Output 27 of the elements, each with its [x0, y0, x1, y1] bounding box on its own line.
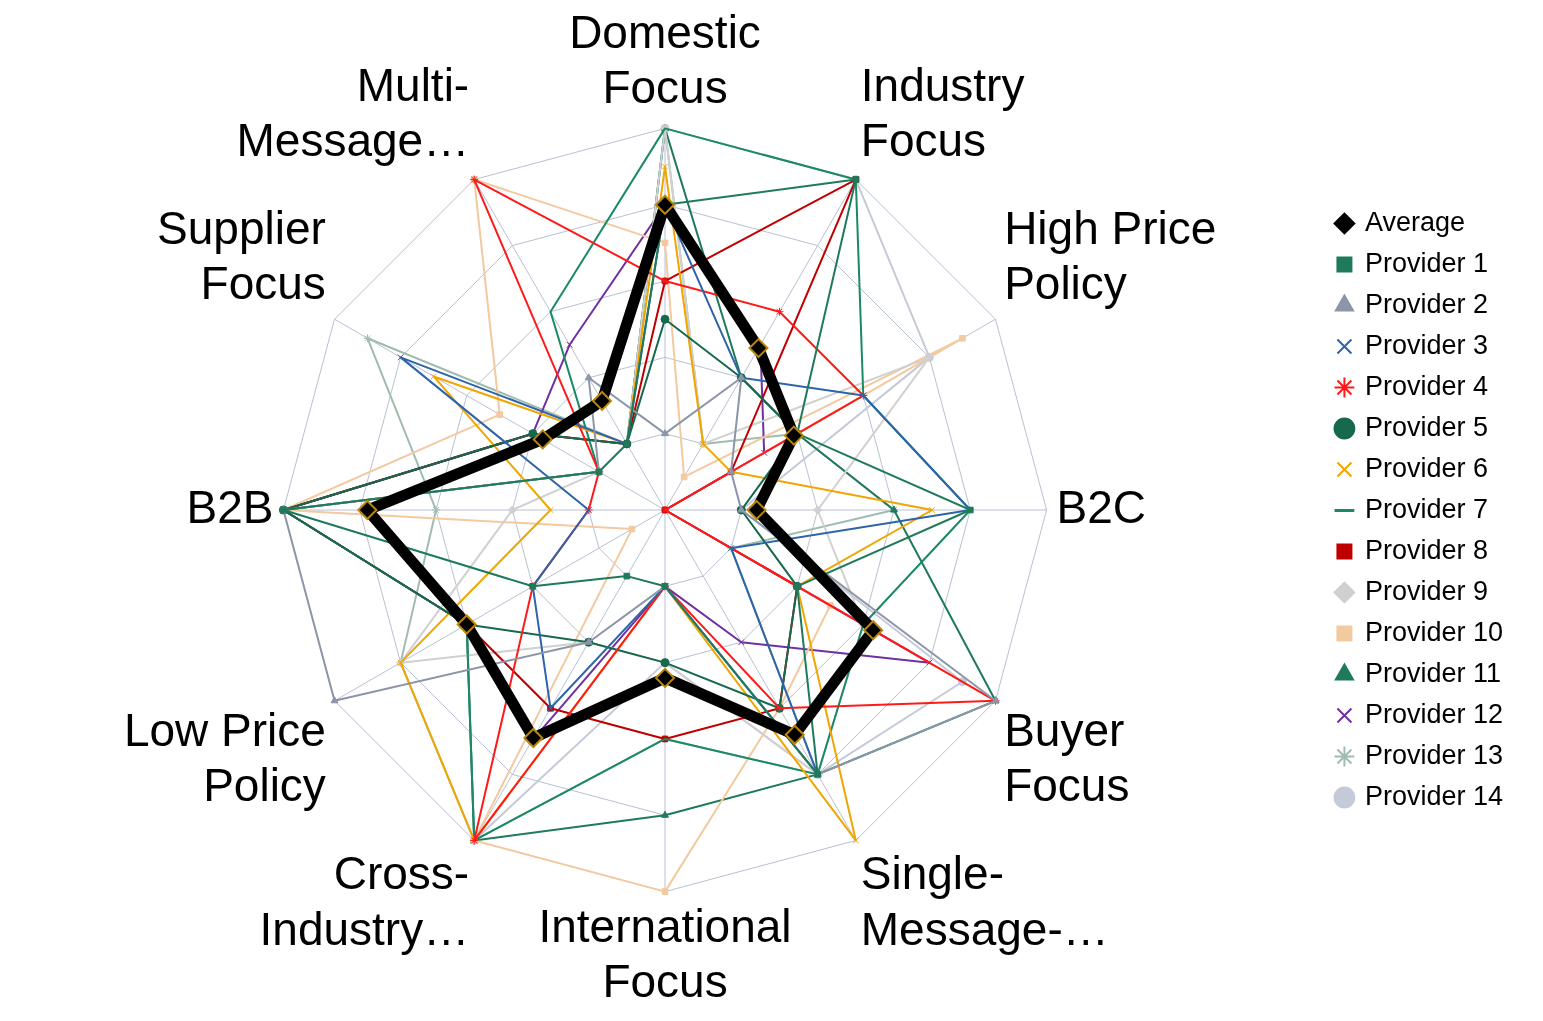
legend-label: Provider 3: [1364, 329, 1488, 360]
spoke-label: B2B: [186, 480, 274, 533]
spoke-label: Cross-Industry…: [259, 847, 470, 955]
spoke-label: Industry Focus: [860, 58, 1025, 166]
spoke-label: Low Price Policy: [123, 704, 326, 812]
legend-label: Average: [1364, 206, 1466, 237]
legend-label: Provider 6: [1364, 452, 1488, 483]
spoke-label: Single-Message-…: [860, 847, 1109, 955]
legend-label: Provider 10: [1364, 616, 1504, 647]
spoke-label: Supplier Focus: [157, 202, 326, 310]
legend-label: Provider 13: [1364, 739, 1504, 770]
spoke-label: Buyer Focus: [1004, 704, 1130, 812]
legend-label: Provider 8: [1364, 534, 1488, 565]
spoke-label: High Price Policy: [1004, 202, 1217, 310]
legend-label: Provider 1: [1364, 247, 1488, 278]
legend-label: Provider 7: [1364, 493, 1488, 524]
spoke-label: B2C: [1056, 480, 1147, 533]
legend-label: Provider 14: [1364, 780, 1504, 811]
legend-label: Provider 2: [1364, 288, 1488, 319]
legend-label: Provider 11: [1364, 657, 1502, 688]
legend-label: Provider 5: [1364, 411, 1488, 442]
spoke-label: International Focus: [538, 899, 792, 1008]
spoke-label: Multi-Message…: [236, 58, 470, 166]
legend-label: Provider 12: [1364, 698, 1504, 729]
legend-label: Provider 4: [1364, 370, 1488, 401]
spoke-label: Domestic Focus: [569, 6, 761, 114]
legend-label: Provider 9: [1364, 575, 1488, 606]
